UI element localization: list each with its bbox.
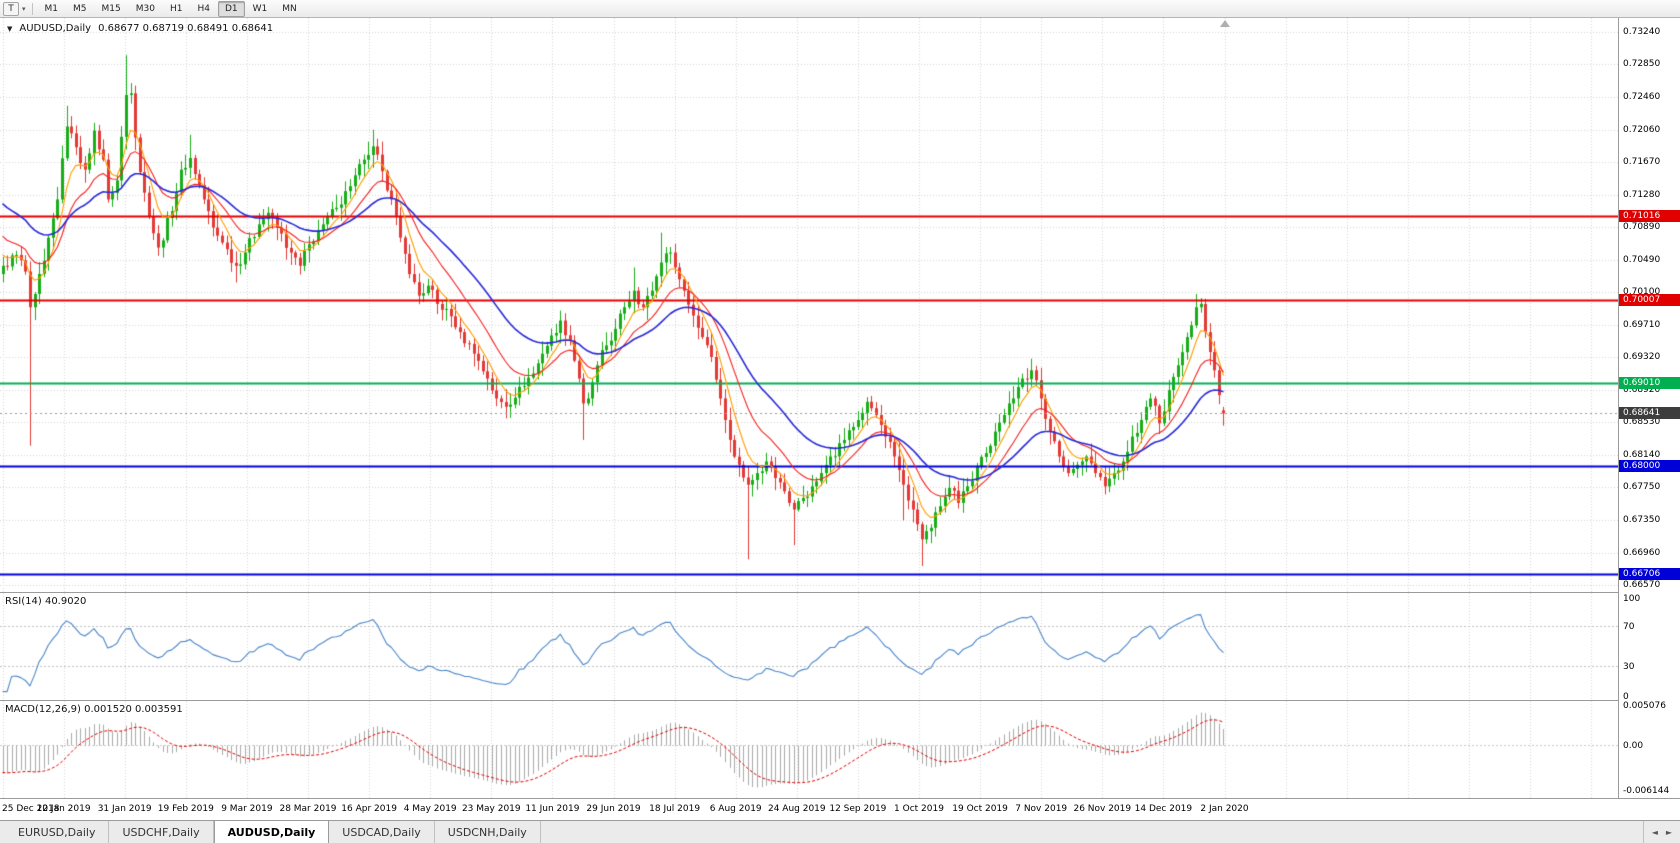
price-axis-label: 0.72460 — [1623, 91, 1661, 102]
date-axis-label: 24 Aug 2019 — [767, 804, 826, 814]
price-axis-label: 0.67350 — [1623, 515, 1661, 526]
macd-indicator-label: MACD(12,26,9) 0.001520 0.003591 — [5, 704, 183, 715]
chart-tab-bar: EURUSD,Daily USDCHF,Daily AUDUSD,Daily USDC… — [0, 820, 1680, 843]
panel-separator[interactable] — [0, 592, 1680, 593]
price-axis-label: 0.66960 — [1623, 547, 1661, 558]
macd-axis-label: -0.006144 — [1623, 786, 1670, 796]
timeframe-button-h1[interactable]: H1 — [169, 3, 183, 14]
price-axis[interactable]: 0.73240 0.72850 0.72460 0.72060 0.71670 0.712… — [1618, 18, 1680, 798]
price-line-tag: 0.71016 — [1619, 210, 1680, 223]
price-axis-label: 0.66570 — [1623, 580, 1661, 590]
timeframe-button-mn[interactable]: MN — [282, 3, 297, 14]
timeframe-button-d1[interactable]: D1 — [217, 0, 245, 17]
timeframe-button-m30[interactable]: M30 — [135, 3, 155, 14]
tab-scroll-controls: ◄ ► — [1642, 821, 1680, 843]
macd-axis-label: 0.005076 — [1623, 701, 1666, 711]
rsi-indicator-label: RSI(14) 40.9020 — [5, 596, 87, 607]
template-icon: T — [8, 3, 14, 14]
tab-eurusd-daily[interactable]: EURUSD,Daily — [5, 821, 110, 843]
template-button[interactable]: T — [3, 1, 19, 16]
date-axis-label: 25 Dec 2018 — [2, 804, 60, 814]
chart-dropdown-button[interactable]: ▾ — [22, 5, 26, 13]
timeframe-button-m5[interactable]: M5 — [73, 3, 87, 14]
price-axis-label: 0.73240 — [1623, 27, 1661, 37]
rsi-axis-label: 70 — [1623, 622, 1635, 632]
date-axis-label: 14 Dec 2019 — [1134, 804, 1193, 814]
rsi-panel-canvas[interactable] — [0, 593, 1618, 700]
chart-shift-marker[interactable] — [1220, 20, 1230, 27]
date-axis-label: 12 Jan 2019 — [36, 804, 91, 814]
date-axis-label: 6 Aug 2019 — [709, 804, 762, 814]
tab-usdcad-daily[interactable]: USDCAD,Daily — [329, 821, 435, 843]
date-axis-label: 29 Jun 2019 — [586, 804, 641, 814]
rsi-axis-label: 100 — [1623, 594, 1641, 604]
date-axis-label: 31 Jan 2019 — [97, 804, 152, 814]
date-axis-label: 4 May 2019 — [403, 804, 457, 814]
timeframe-button-h4[interactable]: H4 — [197, 3, 210, 14]
timeframe-button-m15[interactable]: M15 — [101, 3, 121, 14]
date-axis[interactable]: 25 Dec 2018 12 Jan 2019 31 Jan 2019 19 Feb … — [0, 799, 1618, 820]
date-axis-label: 16 Apr 2019 — [341, 804, 397, 814]
price-axis-label: 0.68530 — [1623, 417, 1661, 428]
timeframe-buttons: M1 M5 M15 M30 H1 H4 D1 W1 MN — [38, 0, 305, 17]
panel-separator — [0, 798, 1680, 799]
price-axis-label: 0.70890 — [1623, 221, 1661, 232]
chart-symbol-label: AUDUSD,Daily — [19, 23, 92, 34]
tab-usdchf-daily[interactable]: USDCHF,Daily — [109, 821, 214, 843]
date-axis-label: 28 Mar 2019 — [279, 804, 337, 814]
price-line-tag: 0.68000 — [1619, 460, 1680, 473]
date-axis-label: 1 Oct 2019 — [894, 804, 944, 814]
price-line-tag: 0.68641 — [1619, 407, 1680, 420]
tab-audusd-daily[interactable]: AUDUSD,Daily — [213, 821, 330, 843]
timeframe-button-w1[interactable]: W1 — [252, 3, 268, 14]
date-axis-label: 19 Oct 2019 — [952, 804, 1008, 814]
date-axis-label: 18 Jul 2019 — [649, 804, 701, 814]
date-axis-label: 26 Nov 2019 — [1073, 804, 1132, 814]
date-axis-label: 7 Nov 2019 — [1015, 804, 1068, 814]
chevron-down-icon: ▾ — [22, 4, 26, 13]
date-axis-label: 2 Jan 2020 — [1200, 804, 1249, 814]
price-line-tag: 0.70007 — [1619, 294, 1680, 307]
macd-panel-canvas[interactable] — [0, 701, 1618, 798]
price-axis-label: 0.70490 — [1623, 254, 1661, 265]
rsi-axis-label: 0 — [1623, 692, 1629, 702]
price-line-tag: 0.66706 — [1619, 567, 1680, 580]
date-axis-label: 23 May 2019 — [461, 804, 521, 814]
main-chart-canvas[interactable] — [0, 18, 1618, 592]
price-axis-label: 0.69710 — [1623, 319, 1661, 330]
one-click-trading-arrow-icon[interactable]: ▼ — [7, 24, 13, 33]
timeframe-button-m1[interactable]: M1 — [44, 3, 59, 14]
price-line-tag: 0.69010 — [1619, 376, 1680, 389]
date-axis-label: 12 Sep 2019 — [829, 804, 887, 814]
chart-title: ▼ AUDUSD,Daily 0.68677 0.68719 0.68491 0… — [7, 23, 273, 34]
price-axis-label: 0.71280 — [1623, 189, 1661, 200]
tab-usdcnh-daily[interactable]: USDCNH,Daily — [435, 821, 541, 843]
price-axis-label: 0.70100 — [1623, 287, 1661, 298]
panel-separator[interactable] — [0, 700, 1680, 701]
date-axis-label: 9 Mar 2019 — [221, 804, 273, 814]
price-axis-label: 0.68920 — [1623, 385, 1661, 396]
price-axis-label: 0.69320 — [1623, 352, 1661, 362]
toolbar-separator — [31, 2, 33, 15]
timeframe-toolbar: T ▾ M1 M5 M15 M30 H1 H4 D1 W1 MN — [0, 0, 1680, 18]
price-axis-label: 0.71670 — [1623, 157, 1661, 168]
tab-scroll-left-icon[interactable]: ◄ — [1651, 827, 1658, 837]
macd-axis-label: 0.00 — [1623, 741, 1644, 752]
price-axis-label: 0.72060 — [1623, 124, 1661, 135]
price-axis-label: 0.68140 — [1623, 449, 1661, 460]
date-axis-label: 19 Feb 2019 — [157, 804, 214, 814]
rsi-axis-label: 30 — [1623, 662, 1635, 672]
price-axis-label: 0.67750 — [1623, 482, 1661, 493]
tab-scroll-right-icon[interactable]: ► — [1665, 827, 1672, 837]
price-axis-label: 0.72850 — [1623, 59, 1661, 70]
date-axis-label: 11 Jun 2019 — [525, 804, 580, 814]
chart-ohlc-values: 0.68677 0.68719 0.68491 0.68641 — [98, 23, 274, 34]
